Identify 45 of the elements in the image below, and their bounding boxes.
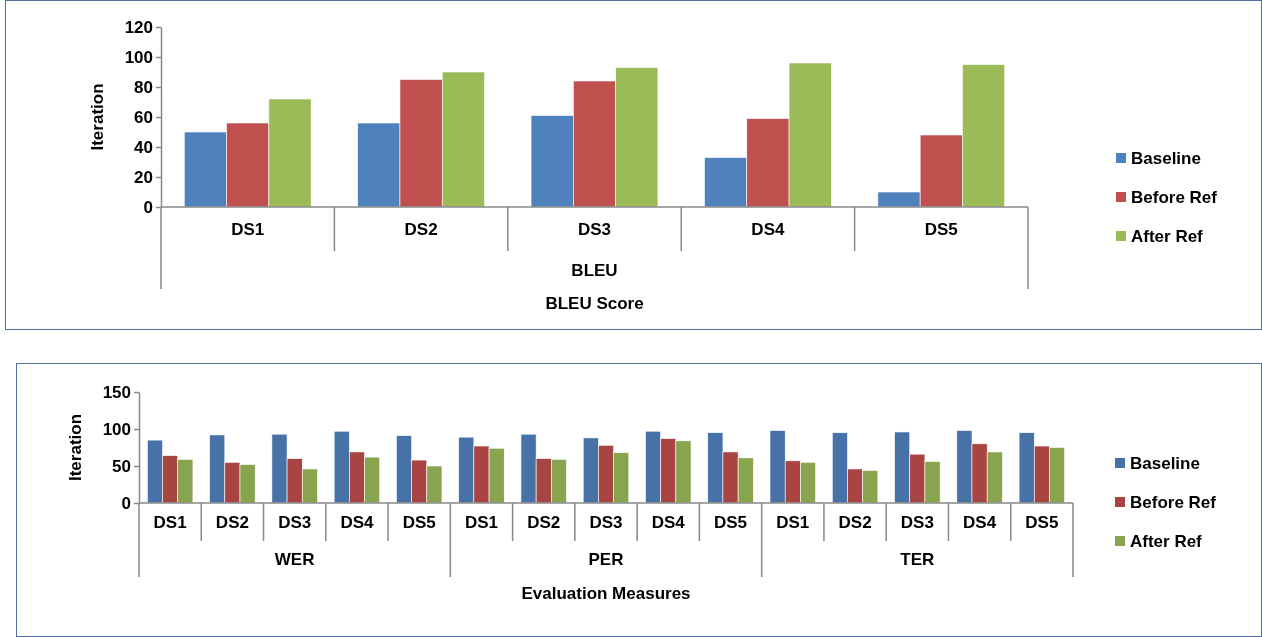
x-tick-label: DS3: [589, 513, 623, 532]
x-tick-label: DS1: [231, 220, 265, 239]
y-tick-label: 150: [102, 382, 131, 402]
text: BLEU: [571, 261, 618, 280]
x-tick-label: DS2: [527, 513, 561, 532]
legend-label: Baseline: [1130, 454, 1200, 473]
legend-label: After Ref: [1131, 227, 1204, 246]
y-tick-label: 120: [124, 17, 153, 37]
y-tick-label: 100: [124, 47, 153, 67]
y-axis-title: Iteration: [88, 83, 107, 151]
y-tick-label: 0: [143, 197, 153, 217]
x-axis-title: BLEU Score: [545, 294, 644, 313]
x-tick-label: DS2: [215, 513, 249, 532]
x-tick-label: DS2: [838, 513, 872, 532]
legend-label: Before Ref: [1130, 493, 1217, 512]
x-tick-label: DS5: [713, 513, 748, 532]
x-tick-label: DS4: [963, 513, 997, 532]
x-tick-label: DS3: [577, 220, 612, 239]
y-tick-label: 50: [112, 456, 131, 476]
y-axis-title: Iteration: [66, 413, 85, 482]
x-tick-label: DS1: [776, 513, 810, 532]
x-tick-label: DS2: [404, 220, 438, 239]
y-tick-label: 100: [102, 419, 131, 439]
y-tick-label: 40: [134, 137, 153, 157]
x-tick-label: DS3: [278, 513, 312, 532]
x-tick-label: DS3: [900, 513, 934, 532]
y-tick-label: 0: [121, 493, 131, 513]
x-axis-title: Evaluation Measures: [521, 584, 691, 603]
legend-label: Before Ref: [1131, 188, 1218, 207]
x-tick-label: DS1: [153, 513, 187, 532]
x-tick-label: DS5: [402, 513, 436, 532]
y-tick-label: 20: [134, 167, 153, 187]
text: WER: [274, 550, 315, 569]
text: PER: [588, 550, 624, 569]
text: TER: [900, 550, 935, 569]
x-tick-label: DS4: [340, 513, 375, 532]
x-tick-label: DS4: [651, 513, 686, 532]
legend-label: After Ref: [1130, 532, 1203, 551]
legend-label: Baseline: [1131, 149, 1201, 168]
y-tick-label: 60: [134, 107, 153, 127]
x-tick-label: DS5: [924, 220, 958, 239]
x-tick-label: DS4: [751, 220, 785, 239]
x-tick-label: DS1: [464, 513, 499, 532]
x-tick-label: DS5: [1025, 513, 1059, 532]
y-tick-label: 80: [134, 77, 153, 97]
